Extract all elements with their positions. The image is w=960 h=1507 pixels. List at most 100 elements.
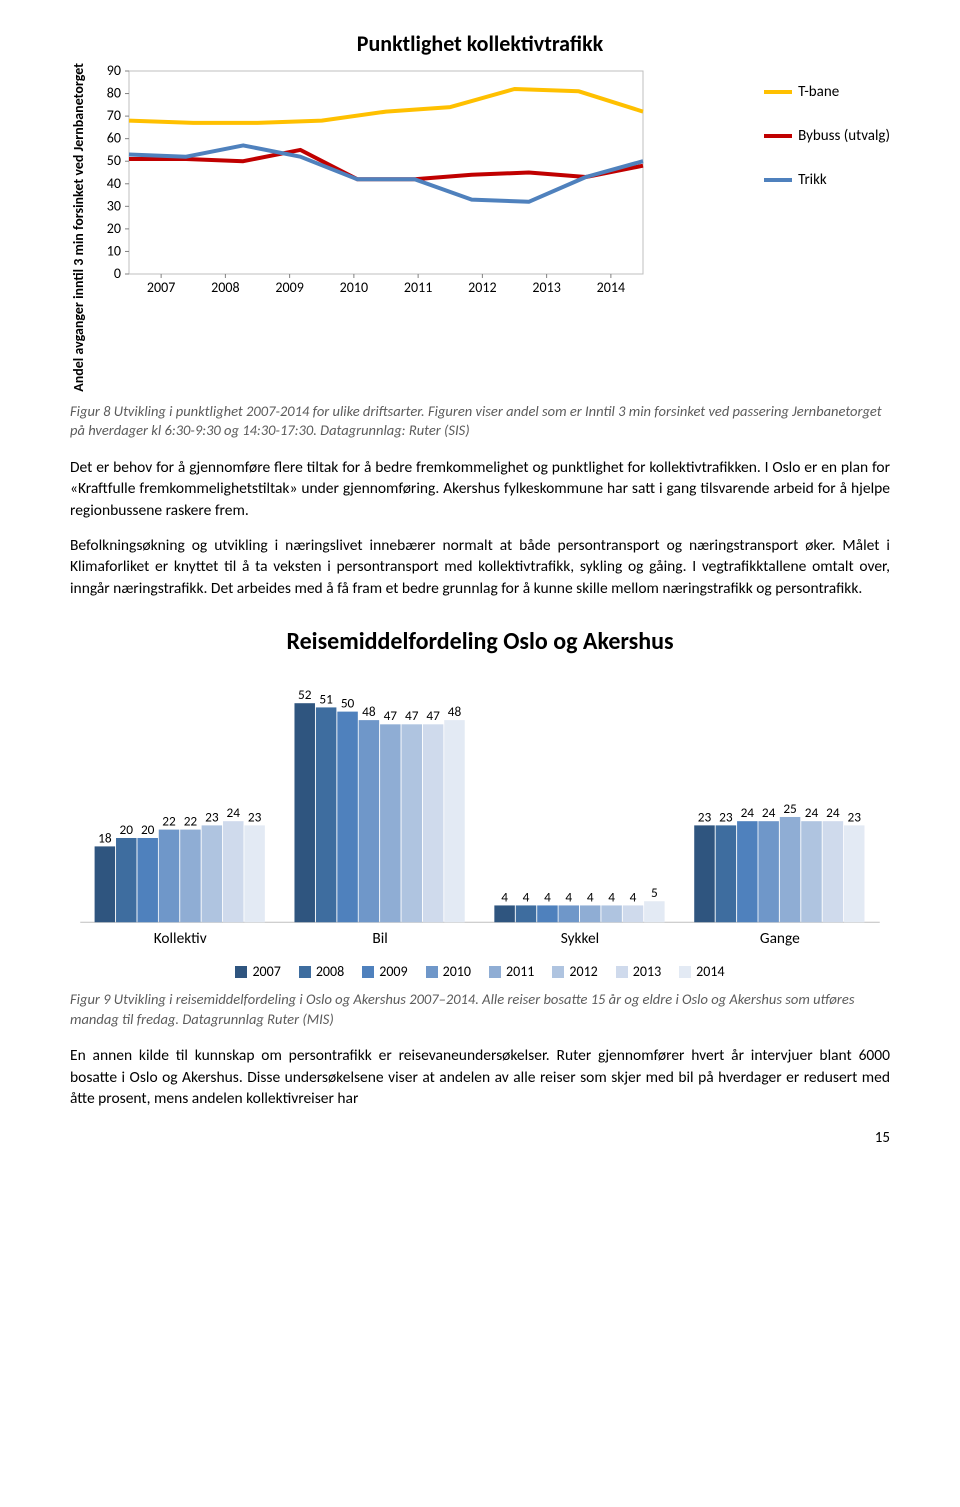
chart2-legend-item: 2011 bbox=[489, 963, 534, 980]
legend-label: 2008 bbox=[316, 963, 344, 980]
chart2-legend-item: 2014 bbox=[679, 963, 724, 980]
svg-text:24: 24 bbox=[826, 804, 840, 821]
chart2-legend-item: 2008 bbox=[299, 963, 344, 980]
chart1-plot: 0 10 20 30 40 50 60 70 80 90 2007 2008 2009 2010 2011 2… bbox=[91, 63, 754, 298]
svg-text:4: 4 bbox=[501, 888, 508, 905]
legend-swatch bbox=[552, 966, 564, 978]
svg-text:25: 25 bbox=[783, 800, 796, 817]
chart1-legend-item: Trikk bbox=[764, 171, 890, 189]
svg-text:Bil: Bil bbox=[372, 929, 387, 948]
svg-text:47: 47 bbox=[405, 707, 419, 724]
svg-text:52: 52 bbox=[298, 686, 312, 703]
legend-swatch bbox=[679, 966, 691, 978]
svg-text:70: 70 bbox=[107, 107, 121, 124]
chart2-legend-item: 2009 bbox=[362, 963, 407, 980]
chart1-legend: T-bane Bybuss (utvalg) Trikk bbox=[764, 63, 890, 189]
chart1-ylabel: Andel avganger inntil 3 min forsinket ve… bbox=[70, 63, 87, 392]
legend-label: Bybuss (utvalg) bbox=[798, 127, 890, 145]
svg-text:4: 4 bbox=[630, 888, 637, 905]
chart2-legend-item: 2012 bbox=[552, 963, 597, 980]
svg-text:20: 20 bbox=[141, 821, 155, 838]
svg-text:24: 24 bbox=[227, 804, 241, 821]
svg-text:30: 30 bbox=[107, 197, 121, 214]
svg-text:47: 47 bbox=[384, 707, 398, 724]
svg-text:2009: 2009 bbox=[275, 279, 303, 296]
svg-text:90: 90 bbox=[107, 63, 121, 79]
svg-text:23: 23 bbox=[698, 808, 712, 825]
svg-text:2007: 2007 bbox=[147, 279, 175, 296]
legend-swatch bbox=[764, 134, 792, 138]
svg-text:40: 40 bbox=[107, 175, 121, 192]
chart2-legend-item: 2013 bbox=[616, 963, 661, 980]
svg-text:23: 23 bbox=[205, 808, 219, 825]
paragraph-2: Befolkningsøkning og utvikling i nærings… bbox=[70, 535, 890, 599]
svg-text:23: 23 bbox=[719, 808, 733, 825]
svg-text:4: 4 bbox=[587, 888, 594, 905]
svg-text:60: 60 bbox=[107, 130, 121, 147]
paragraph-1: Det er behov for å gjennomføre flere til… bbox=[70, 457, 890, 521]
chart1-legend-item: T-bane bbox=[764, 83, 890, 101]
chart2-legend: 2007 2008 2009 2010 2011 2012 2013 2014 bbox=[70, 963, 890, 980]
legend-swatch bbox=[489, 966, 501, 978]
legend-swatch bbox=[764, 178, 792, 182]
paragraph-3: En annen kilde til kunnskap om persontra… bbox=[70, 1045, 890, 1109]
svg-text:Sykkel: Sykkel bbox=[561, 929, 599, 948]
svg-text:4: 4 bbox=[523, 888, 530, 905]
chart1-title: Punktlighet kollektivtrafikk bbox=[70, 30, 890, 57]
legend-swatch bbox=[616, 966, 628, 978]
svg-text:50: 50 bbox=[107, 152, 121, 169]
legend-swatch bbox=[764, 90, 792, 94]
svg-text:4: 4 bbox=[608, 888, 615, 905]
chart1-legend-item: Bybuss (utvalg) bbox=[764, 127, 890, 145]
svg-text:2008: 2008 bbox=[211, 279, 239, 296]
page-number: 15 bbox=[70, 1129, 890, 1147]
svg-text:4: 4 bbox=[565, 888, 572, 905]
svg-text:47: 47 bbox=[426, 707, 440, 724]
svg-text:23: 23 bbox=[847, 808, 861, 825]
legend-label: T-bane bbox=[798, 83, 839, 101]
svg-text:Kollektiv: Kollektiv bbox=[154, 929, 207, 948]
svg-text:24: 24 bbox=[762, 804, 776, 821]
svg-text:23: 23 bbox=[248, 808, 262, 825]
legend-label: 2007 bbox=[252, 963, 280, 980]
svg-text:2014: 2014 bbox=[597, 279, 625, 296]
chart2-legend-item: 2007 bbox=[235, 963, 280, 980]
svg-text:Gange: Gange bbox=[760, 929, 800, 948]
legend-swatch bbox=[362, 966, 374, 978]
legend-swatch bbox=[426, 966, 438, 978]
svg-text:50: 50 bbox=[341, 695, 355, 712]
svg-text:22: 22 bbox=[162, 813, 176, 830]
svg-text:24: 24 bbox=[805, 804, 819, 821]
svg-text:20: 20 bbox=[107, 220, 121, 237]
svg-text:4: 4 bbox=[544, 888, 551, 905]
legend-swatch bbox=[235, 966, 247, 978]
svg-text:24: 24 bbox=[741, 804, 755, 821]
legend-label: Trikk bbox=[798, 171, 827, 189]
legend-label: 2012 bbox=[569, 963, 597, 980]
chart2-legend-item: 2010 bbox=[426, 963, 471, 980]
svg-text:51: 51 bbox=[319, 690, 333, 707]
svg-text:18: 18 bbox=[98, 829, 112, 846]
legend-label: 2009 bbox=[379, 963, 407, 980]
svg-text:20: 20 bbox=[120, 821, 134, 838]
figure9-caption: Figur 9 Utvikling i reisemiddelfordeling… bbox=[70, 990, 890, 1029]
legend-label: 2014 bbox=[696, 963, 724, 980]
svg-text:2013: 2013 bbox=[532, 279, 560, 296]
chart1-container: Andel avganger inntil 3 min forsinket ve… bbox=[70, 63, 890, 392]
svg-text:2012: 2012 bbox=[468, 279, 496, 296]
legend-label: 2013 bbox=[633, 963, 661, 980]
legend-label: 2011 bbox=[506, 963, 534, 980]
chart2-plot: 1820202222232423Kollektiv525150484747474… bbox=[70, 666, 890, 953]
svg-text:10: 10 bbox=[107, 242, 121, 259]
svg-text:5: 5 bbox=[651, 884, 658, 901]
svg-text:80: 80 bbox=[107, 85, 121, 102]
svg-text:48: 48 bbox=[448, 703, 462, 720]
legend-label: 2010 bbox=[443, 963, 471, 980]
svg-text:48: 48 bbox=[362, 703, 376, 720]
figure8-caption: Figur 8 Utvikling i punktlighet 2007-201… bbox=[70, 402, 890, 441]
chart2-title: Reisemiddelfordeling Oslo og Akershus bbox=[70, 627, 890, 656]
svg-text:2011: 2011 bbox=[404, 279, 432, 296]
legend-swatch bbox=[299, 966, 311, 978]
svg-text:0: 0 bbox=[114, 265, 121, 282]
svg-text:2010: 2010 bbox=[340, 279, 368, 296]
